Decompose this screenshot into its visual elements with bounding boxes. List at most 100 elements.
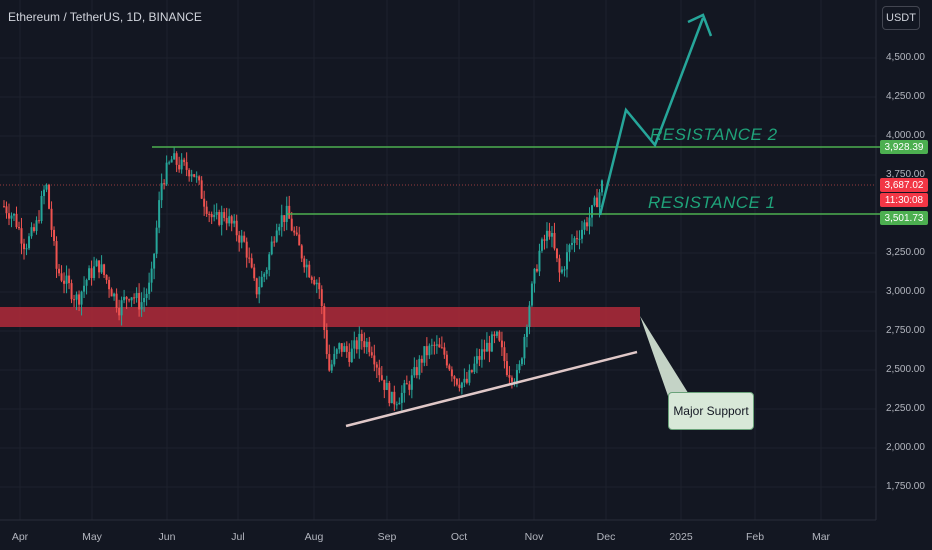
candle: [335, 349, 338, 354]
candle: [458, 384, 461, 388]
candle: [383, 379, 386, 390]
candle: [75, 294, 78, 300]
candle: [560, 269, 563, 273]
x-tick: Jun: [158, 531, 176, 543]
candle: [530, 283, 533, 306]
candle: [538, 250, 541, 272]
candle: [528, 305, 531, 327]
candle: [345, 346, 348, 352]
currency-button[interactable]: USDT: [882, 6, 920, 30]
candle: [493, 334, 496, 336]
candle: [370, 352, 373, 356]
candle: [140, 302, 143, 310]
candle: [310, 277, 313, 280]
candle: [423, 346, 426, 363]
candle: [230, 216, 233, 224]
candle: [233, 220, 236, 224]
x-tick: Apr: [11, 531, 29, 543]
candle: [48, 184, 51, 209]
candle: [60, 273, 63, 281]
candle: [100, 264, 103, 273]
candle: [358, 333, 361, 350]
candle: [595, 197, 598, 208]
grid: [0, 0, 876, 520]
current-price-label: 3,687.02: [880, 178, 928, 192]
candle: [65, 275, 68, 284]
candle: [568, 245, 571, 253]
candle: [373, 355, 376, 365]
candle: [178, 164, 181, 170]
candle: [250, 258, 253, 268]
candle: [58, 268, 61, 274]
candle: [430, 344, 433, 346]
candle: [10, 215, 13, 219]
candle: [455, 378, 458, 385]
candle: [145, 293, 148, 298]
x-tick: Dec: [596, 531, 616, 543]
candle: [565, 252, 568, 270]
candle: [573, 238, 576, 243]
resistance-2-label[interactable]: RESISTANCE 2: [650, 125, 778, 144]
candle: [468, 370, 471, 383]
candle: [138, 293, 141, 310]
candle: [293, 230, 296, 233]
candle: [330, 364, 333, 371]
candle: [168, 162, 171, 164]
candle: [410, 375, 413, 390]
candle: [315, 282, 318, 285]
candle: [35, 220, 38, 231]
candle: [93, 266, 96, 278]
candle: [40, 195, 43, 221]
candle: [223, 212, 226, 218]
candle: [208, 213, 211, 215]
candle: [63, 280, 66, 284]
candle: [170, 159, 173, 163]
x-tick: Mar: [811, 531, 831, 543]
candle: [213, 214, 216, 218]
candle: [90, 268, 93, 278]
candle: [308, 264, 311, 278]
y-tick: 2,500.00: [886, 364, 925, 375]
candle: [285, 205, 288, 222]
candle: [218, 212, 221, 225]
candle: [270, 241, 273, 255]
resistance-1-label[interactable]: RESISTANCE 1: [648, 193, 776, 212]
candle: [15, 213, 18, 228]
candle: [363, 341, 366, 348]
support-trendline[interactable]: [345, 350, 638, 428]
candle: [503, 347, 506, 362]
major-support-label[interactable]: Major Support: [668, 392, 754, 430]
candle: [415, 367, 418, 376]
candle: [585, 222, 588, 227]
candle: [558, 258, 561, 273]
candle: [265, 269, 268, 274]
candle: [523, 336, 526, 359]
candle: [68, 275, 71, 284]
candle: [253, 267, 256, 279]
support-zone[interactable]: [0, 307, 640, 327]
projection-arrow[interactable]: [598, 17, 705, 216]
candle: [435, 344, 438, 346]
candle: [515, 370, 518, 382]
candle: [280, 215, 283, 228]
symbol-title[interactable]: Ethereum / TetherUS, 1D, BINANCE: [8, 10, 202, 24]
candle: [220, 212, 223, 225]
candle: [360, 333, 363, 342]
candle: [113, 293, 116, 297]
resistance-1-price-label: 3,501.73: [880, 211, 928, 225]
candle: [123, 296, 126, 301]
candle: [105, 274, 108, 280]
candle: [235, 220, 238, 236]
candle: [393, 391, 396, 405]
candle: [588, 217, 591, 227]
candle: [225, 217, 228, 224]
candle: [553, 232, 556, 249]
candle: [590, 205, 593, 218]
x-tick: Aug: [304, 531, 324, 543]
candle: [5, 206, 8, 214]
candle: [540, 239, 543, 251]
candle: [278, 227, 281, 231]
candle: [128, 299, 131, 301]
